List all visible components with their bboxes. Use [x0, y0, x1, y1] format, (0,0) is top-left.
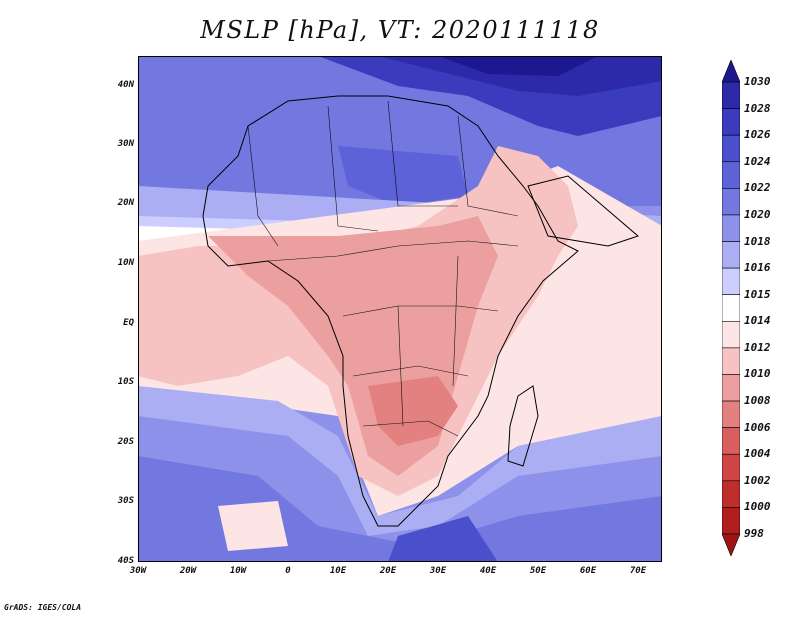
colorbar-label: 1028: [744, 101, 771, 115]
colorbar-label: 1030: [744, 75, 771, 88]
colorbar-swatch: [722, 60, 740, 83]
chart-title: MSLP [hPa], VT: 2020111118: [200, 16, 600, 44]
africa-outline: [202, 95, 579, 527]
lon-label: 50E: [529, 566, 547, 576]
colorbar-label: 1000: [744, 500, 771, 514]
lon-label: 70E: [629, 566, 647, 576]
colorbar-swatch: [722, 294, 740, 322]
coastlines: [202, 95, 639, 527]
colorbar-label: 1014: [744, 314, 771, 328]
credit-text: GrADS: IGES/COLA: [4, 603, 82, 612]
colorbar-swatch: [722, 400, 740, 428]
colorbar-label: 1022: [744, 181, 771, 195]
colorbar-swatch: [722, 453, 740, 482]
lon-label: 10E: [329, 566, 347, 576]
colorbar-label: 998: [744, 527, 764, 540]
colorbar-swatch: [722, 214, 740, 242]
colorbar-swatch: [722, 427, 740, 455]
lat-label: 20S: [117, 437, 134, 447]
colorbar-label: 1012: [744, 340, 771, 354]
map-plot: [138, 56, 662, 562]
lon-label: 0: [285, 566, 291, 576]
colorbar-label: 1002: [744, 473, 771, 487]
lon-label: 20W: [179, 566, 197, 576]
lat-label: 40S: [117, 556, 134, 566]
lat-label: EQ: [123, 318, 134, 328]
country-borders: [247, 100, 519, 437]
colorbar: [722, 60, 740, 556]
colorbar-label: 1008: [744, 394, 771, 408]
arabia-outline: [527, 175, 639, 247]
lon-label: 10W: [229, 566, 247, 576]
southern-africa-low-1006: [368, 376, 458, 446]
colorbar-swatch: [722, 134, 740, 163]
lat-label: 30N: [117, 139, 134, 149]
colorbar-swatch: [722, 480, 740, 508]
lon-label: 60E: [579, 566, 597, 576]
lat-label: 20N: [117, 198, 134, 208]
sahara-high-1022: [338, 146, 468, 206]
colorbar-label: 1016: [744, 261, 771, 275]
lon-label: 30W: [129, 566, 147, 576]
lat-label: 30S: [117, 496, 134, 506]
colorbar-label: 1015: [744, 287, 771, 301]
colorbar-swatch: [722, 161, 740, 189]
colorbar-label: 1004: [744, 447, 771, 461]
colorbar-swatch: [722, 241, 740, 269]
lon-label: 30E: [429, 566, 447, 576]
madagascar-outline: [507, 385, 539, 467]
mslp-map: [138, 56, 662, 562]
colorbar-swatch: [722, 108, 740, 136]
colorbar-swatch: [722, 320, 740, 349]
europe-high-1028: [378, 56, 662, 96]
colorbar-swatch: [722, 267, 740, 296]
south-high-1024: [388, 516, 498, 562]
colorbar-swatch: [722, 374, 740, 402]
colorbar-label: 1006: [744, 420, 771, 434]
map-frame: [138, 56, 662, 562]
lon-label: 20E: [379, 566, 397, 576]
colorbar-label: 1010: [744, 367, 771, 381]
colorbar-label: 1026: [744, 128, 771, 142]
colorbar-label: 1024: [744, 154, 771, 168]
colorbar-swatch: [722, 507, 740, 535]
colorbar-swatch: [722, 81, 740, 109]
lon-label: 40E: [479, 566, 497, 576]
lat-label: 40N: [117, 80, 134, 90]
lat-label: 10N: [117, 258, 134, 268]
colorbar-label: 1020: [744, 207, 771, 221]
colorbar-swatch: [722, 347, 740, 375]
colorbar-swatch: [722, 533, 740, 556]
south-atlantic-low: [218, 501, 288, 551]
colorbar-label: 1018: [744, 234, 771, 248]
lat-label: 10S: [117, 377, 134, 387]
europe-high-1030: [438, 56, 598, 76]
colorbar-swatch: [722, 188, 740, 216]
